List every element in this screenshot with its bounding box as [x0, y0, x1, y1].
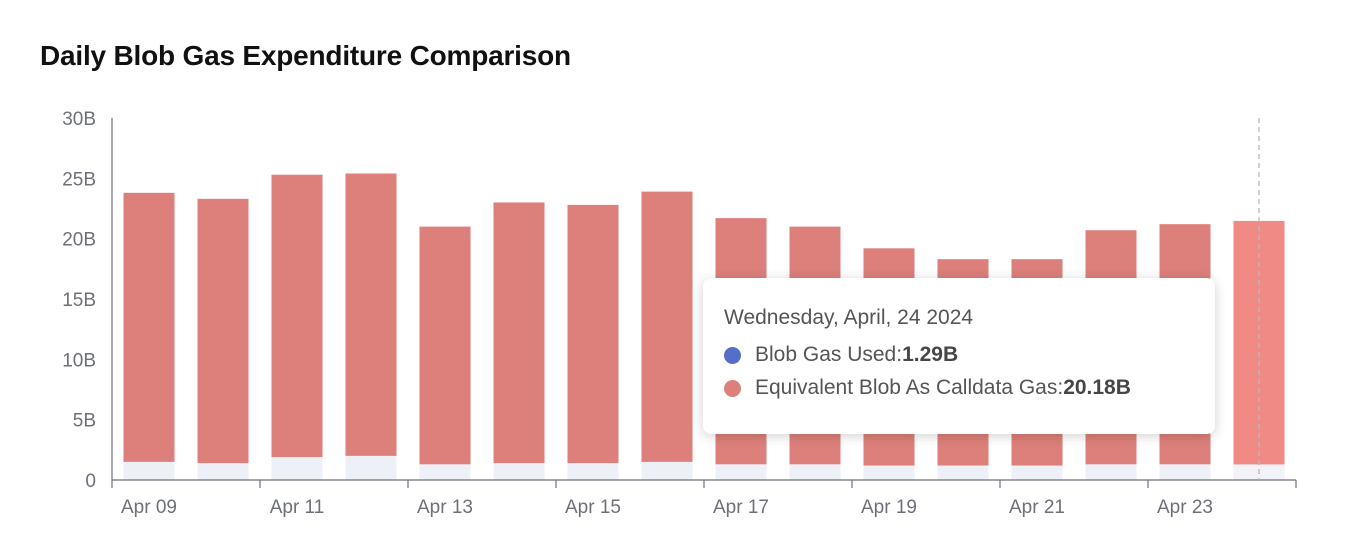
bar-group[interactable] — [567, 204, 619, 480]
bar-blob-gas-used[interactable] — [1159, 464, 1211, 480]
y-tick-label: 15B — [62, 290, 96, 311]
y-tick-label: 10B — [62, 350, 96, 371]
bar-calldata-gas[interactable] — [493, 202, 545, 464]
x-axis: Apr 09 Apr 11 Apr 13 Apr 15 Apr 17 Apr 19 Apr … — [111, 479, 1297, 518]
x-tick-label: Apr 09 — [121, 497, 177, 518]
bar-calldata-gas[interactable] — [1233, 220, 1285, 465]
tooltip-value-blob-gas: 1.29B — [902, 343, 959, 366]
y-tick-label: 25B — [62, 169, 96, 190]
bar-group[interactable] — [345, 173, 397, 480]
y-tick-label: 5B — [73, 411, 96, 432]
x-tick-label: Apr 23 — [1157, 497, 1213, 518]
x-tick-label: Apr 21 — [1009, 497, 1065, 518]
bar-blob-gas-used[interactable] — [1011, 465, 1063, 480]
tooltip-label-blob-gas: Blob Gas Used: — [755, 343, 903, 366]
bar-blob-gas-used[interactable] — [271, 457, 323, 480]
bar-blob-gas-used[interactable] — [567, 463, 619, 480]
x-tick-label: Apr 19 — [861, 497, 917, 518]
bar-blob-gas-used[interactable] — [863, 465, 915, 480]
bar-blob-gas-used[interactable] — [419, 464, 471, 480]
tooltip-row-blob-gas: Blob Gas Used: 1.29B — [724, 343, 1193, 367]
bar-group[interactable] — [641, 191, 693, 480]
bar-blob-gas-used[interactable] — [123, 461, 175, 480]
bar-group[interactable] — [123, 192, 175, 480]
y-tick-label: 30B — [62, 109, 96, 130]
bar-blob-gas-used[interactable] — [345, 455, 397, 480]
bar-calldata-gas[interactable] — [197, 198, 249, 464]
bar-calldata-gas[interactable] — [345, 173, 397, 456]
chart-title: Daily Blob Gas Expenditure Comparison — [40, 40, 571, 71]
x-tick-label: Apr 11 — [270, 497, 325, 518]
bar-calldata-gas[interactable] — [567, 204, 619, 464]
tooltip-date: Wednesday, April, 24 2024 — [724, 306, 974, 329]
bar-blob-gas-used[interactable] — [937, 465, 989, 480]
bar-group[interactable] — [493, 202, 545, 480]
bar-blob-gas-used[interactable] — [197, 463, 249, 480]
bar-group[interactable] — [271, 174, 323, 480]
bar-blob-gas-used[interactable] — [1085, 464, 1137, 480]
bar-calldata-gas[interactable] — [271, 174, 323, 458]
y-tick-label: 20B — [62, 230, 96, 251]
bar-blob-gas-used[interactable] — [493, 463, 545, 480]
tooltip-row-calldata-gas: Equivalent Blob As Calldata Gas: 20.18B — [724, 376, 1193, 400]
tooltip-label-calldata-gas: Equivalent Blob As Calldata Gas: — [755, 376, 1064, 399]
tooltip-value-calldata-gas: 20.18B — [1063, 376, 1131, 399]
x-tick-label: Apr 17 — [713, 497, 769, 518]
bar-group[interactable] — [1233, 220, 1285, 480]
x-tick-label: Apr 13 — [417, 497, 473, 518]
tooltip: Wednesday, April, 24 2024 Blob Gas Used:… — [703, 278, 1215, 434]
bar-blob-gas-used[interactable] — [789, 464, 841, 480]
tooltip-dot-blob-gas — [724, 346, 741, 364]
bar-calldata-gas[interactable] — [641, 191, 693, 462]
bar-blob-gas-used[interactable] — [715, 464, 767, 480]
bar-calldata-gas[interactable] — [123, 192, 175, 462]
bar-group[interactable] — [197, 198, 249, 480]
y-axis: 0 5B 10B 15B 20B 25B 30B — [62, 109, 113, 492]
x-tick-label: Apr 15 — [565, 497, 621, 518]
y-tick-label: 0 — [85, 471, 96, 492]
bar-group[interactable] — [419, 226, 471, 480]
tooltip-dot-calldata-gas — [724, 379, 741, 397]
bar-calldata-gas[interactable] — [419, 226, 471, 465]
bar-blob-gas-used[interactable] — [641, 461, 693, 480]
